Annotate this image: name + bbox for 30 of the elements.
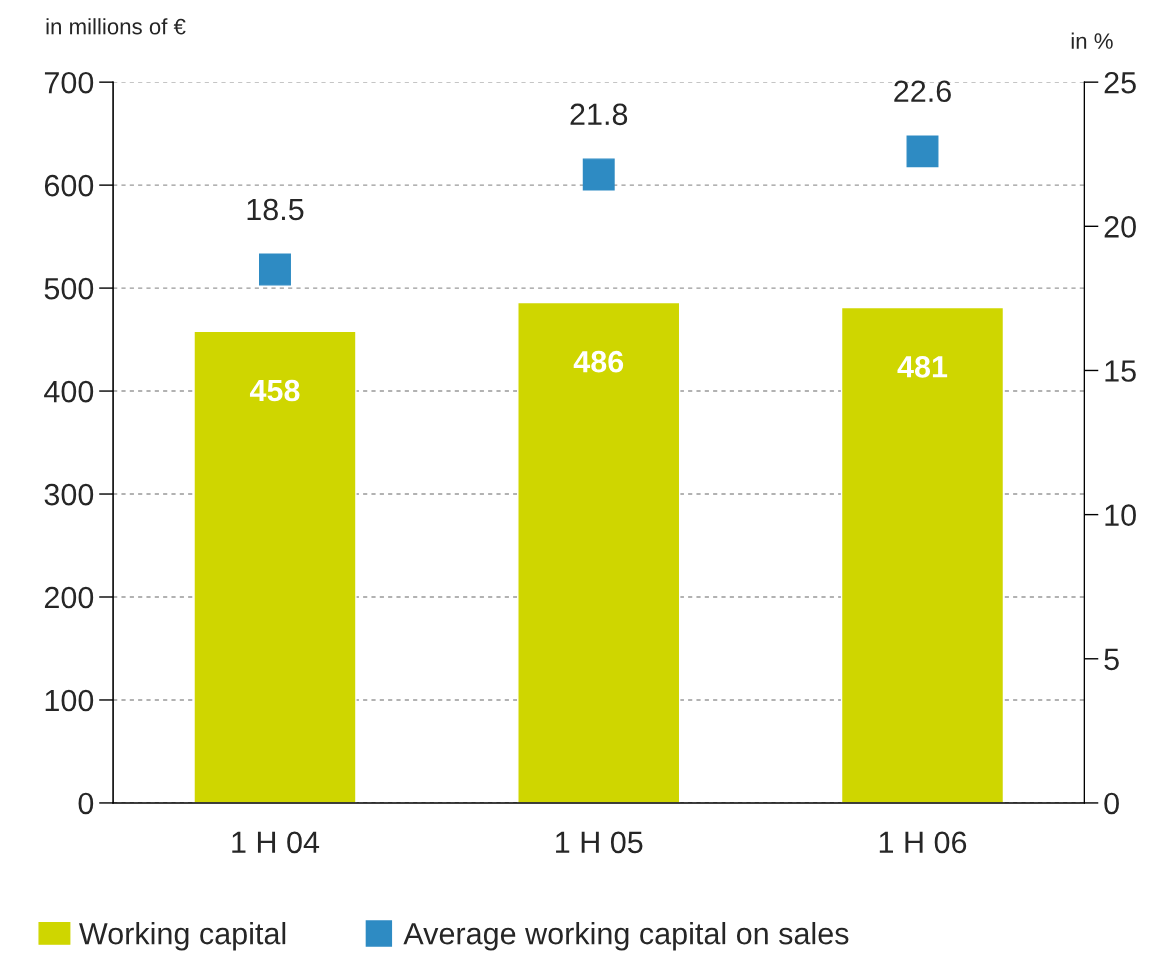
- point: [906, 135, 939, 168]
- data-label: 486: [573, 350, 624, 373]
- y-tick-label: 700: [44, 71, 94, 94]
- data-label: 22.6: [894, 80, 951, 103]
- data-label: 18.5: [247, 198, 304, 221]
- y2-axis-title: in %: [1071, 32, 1113, 49]
- y2-tick-label: 20: [1104, 216, 1136, 238]
- y-tick-label: 300: [44, 483, 94, 506]
- x-tick-label: 1 H 05: [556, 831, 643, 854]
- y2-tick-label: 0: [1104, 792, 1119, 815]
- y2-tick-label: 15: [1105, 360, 1136, 382]
- y-tick-label: 200: [44, 586, 94, 609]
- x-tick-label: 1 H 04: [232, 831, 320, 854]
- y2-tick-label: 5: [1104, 648, 1119, 671]
- legend-label: Average working capital on sales: [403, 922, 849, 951]
- data-label: 458: [249, 379, 300, 402]
- y-tick-label: 0: [78, 792, 94, 815]
- data-label: 21.8: [570, 103, 628, 126]
- legend-label: Working capital: [79, 922, 286, 951]
- y-tick-label: 500: [44, 277, 94, 300]
- y2-tick-label: 10: [1105, 504, 1136, 526]
- y2-tick-label: 25: [1104, 71, 1136, 94]
- y-axis-title: in millions of €: [46, 18, 186, 35]
- y-tick-label: 400: [44, 380, 94, 403]
- point: [582, 158, 615, 191]
- point: [259, 253, 291, 286]
- y-tick-label: 600: [44, 174, 94, 197]
- x-tick-label: 1 H 06: [879, 831, 967, 854]
- data-label: 481: [897, 356, 948, 378]
- y-tick-label: 100: [45, 689, 94, 712]
